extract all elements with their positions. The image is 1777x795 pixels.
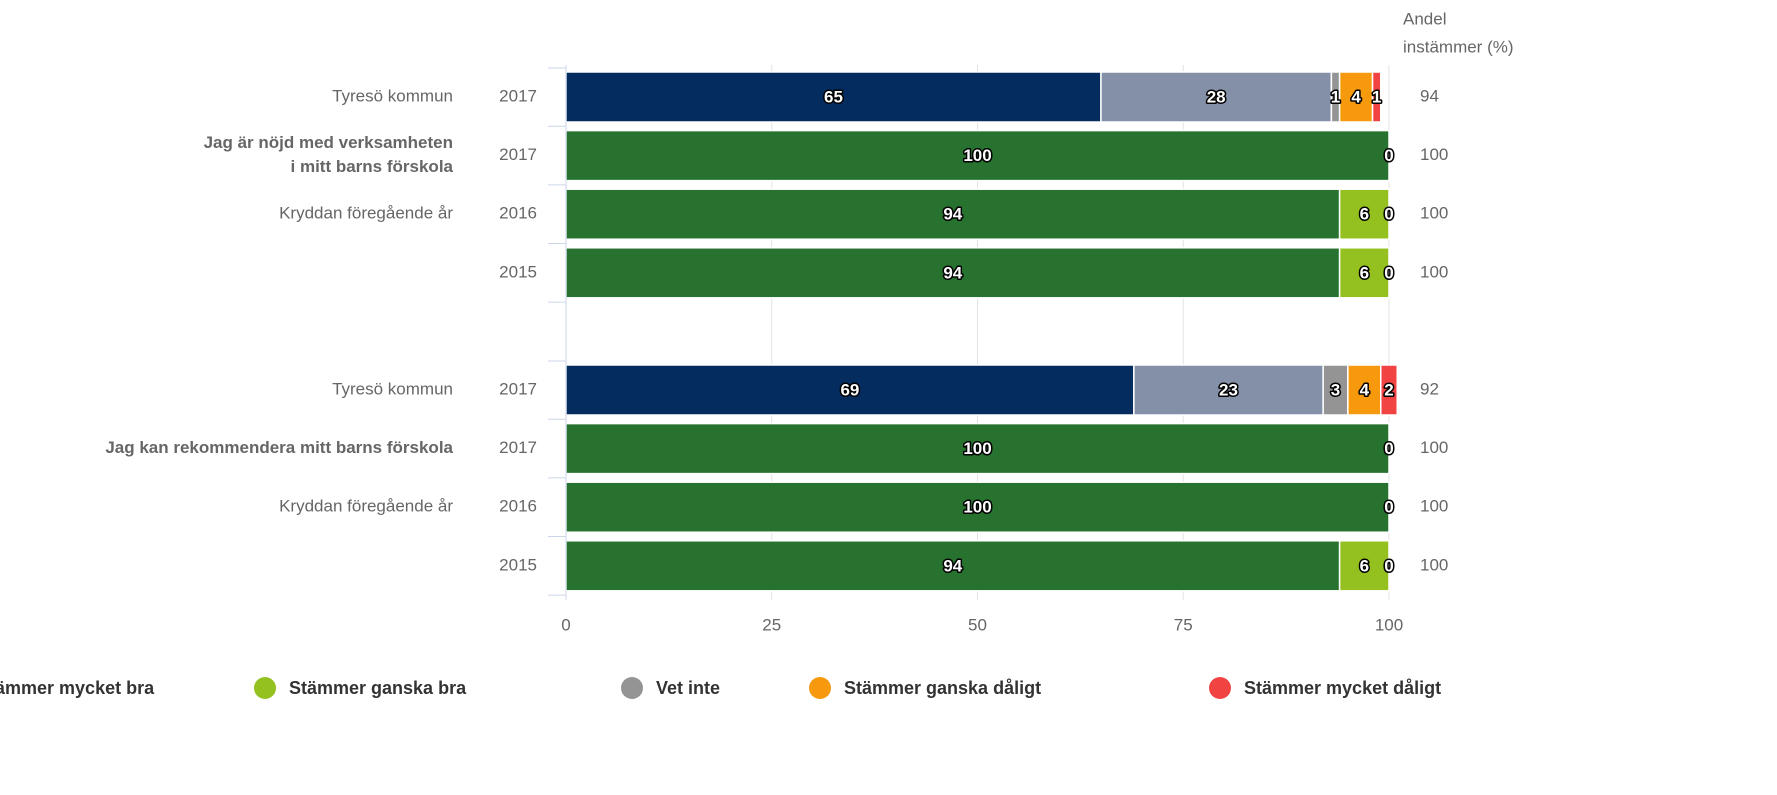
bar-segment [1133,364,1324,416]
data-label: 6 [1360,556,1369,575]
legend-label: Stämmer mycket bra [0,678,155,698]
legend-swatch [254,677,276,699]
legend-label: Stämmer mycket dåligt [1244,678,1441,698]
data-label: 65 [824,87,843,106]
row-label: Kryddan föregående år [279,497,453,516]
year-label: 2017 [499,438,537,457]
agree-value: 92 [1420,379,1439,398]
bar-segment [565,422,1390,475]
bar-segment [565,71,1102,123]
data-label: 0 [1384,146,1393,165]
agree-value: 100 [1420,438,1448,457]
year-label: 2017 [499,86,537,105]
data-label: 0 [1384,263,1393,282]
question-label: Jag är nöjd med verksamheten [204,133,453,152]
data-label: 94 [943,263,962,282]
row-label: Kryddan föregående år [279,204,453,223]
year-label: 2017 [499,145,537,164]
agree-header: Andel [1403,9,1446,28]
agree-value: 100 [1420,262,1448,281]
data-label: 100 [963,498,991,517]
bar-segment [565,364,1135,416]
data-label: 94 [943,205,962,224]
data-label: 69 [840,380,859,399]
year-label: 2016 [499,497,537,516]
x-tick-label: 100 [1375,615,1403,634]
x-tick-label: 0 [561,615,570,634]
legend-swatch [621,677,643,699]
question-label: i mitt barns förskola [291,157,454,176]
bar-segment [1338,540,1390,592]
data-label: 0 [1384,556,1393,575]
bar-segment [1338,188,1390,240]
question-label: Jag kan rekommendera mitt barns förskola [105,438,453,457]
x-tick-label: 50 [968,615,987,634]
row-label: Tyresö kommun [332,379,453,398]
year-label: 2016 [499,204,537,223]
data-label: 23 [1219,380,1238,399]
x-tick-label: 75 [1174,615,1193,634]
data-label: 4 [1351,87,1361,106]
bar-segment [565,481,1390,533]
data-label: 6 [1360,205,1369,224]
data-label: 1 [1372,87,1381,106]
row-label: Tyresö kommun [332,86,453,105]
year-label: 2017 [499,379,537,398]
bar-segment [1100,71,1333,123]
data-label: 100 [963,439,991,458]
bar-segment [1380,364,1398,416]
data-label: 0 [1384,498,1393,517]
legend-label: Stämmer ganska dåligt [844,678,1041,698]
bar-segment [1338,247,1390,299]
agree-value: 94 [1420,86,1439,105]
x-tick-label: 25 [762,615,781,634]
bar-segment [1322,364,1349,416]
legend-label: Vet inte [656,678,720,698]
agree-value: 100 [1420,497,1448,516]
data-label: 0 [1384,439,1393,458]
data-label: 2 [1384,380,1393,399]
bar-segment [1338,71,1374,123]
data-label: 100 [963,146,991,165]
legend-swatch [809,677,831,699]
data-label: 0 [1384,205,1393,224]
data-label: 1 [1331,87,1340,106]
legend-label: Stämmer ganska bra [289,678,467,698]
data-label: 28 [1207,87,1226,106]
agree-value: 100 [1420,555,1448,574]
data-label: 6 [1360,263,1369,282]
agree-header: instämmer (%) [1403,37,1514,56]
data-label: 3 [1331,380,1340,399]
data-label: 94 [943,556,962,575]
legend-swatch [1209,677,1231,699]
data-label: 4 [1360,380,1370,399]
bar-segment [1371,71,1382,123]
agree-value: 100 [1420,145,1448,164]
bar-segment [565,540,1341,592]
year-label: 2015 [499,262,537,281]
agree-value: 100 [1420,204,1448,223]
year-label: 2015 [499,555,537,574]
bar-segment [1347,364,1382,416]
